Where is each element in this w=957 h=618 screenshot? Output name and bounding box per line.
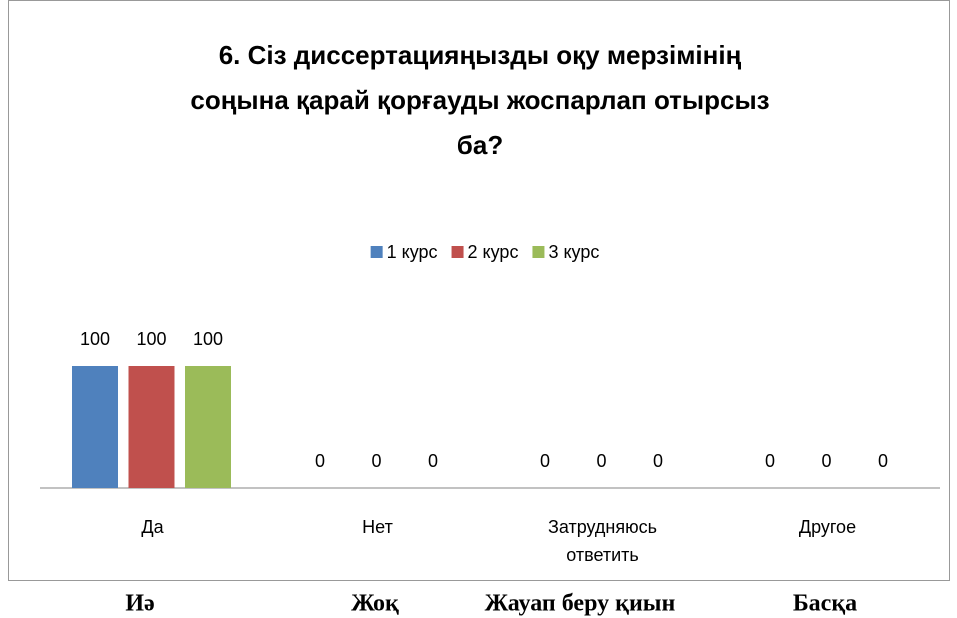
- x-tick-label: Нет: [362, 517, 393, 537]
- bar: [128, 366, 175, 488]
- chart-title: ба?: [457, 130, 503, 160]
- legend-item: 2 курс: [451, 242, 519, 262]
- x-tick-label: Затрудняюсь ответить: [548, 517, 657, 565]
- data-label: 100: [80, 329, 110, 349]
- data-label: 100: [136, 329, 166, 349]
- footer-label: Жоқ: [351, 591, 399, 617]
- data-label: 0: [596, 451, 606, 471]
- data-label: 0: [428, 451, 438, 471]
- legend-item: 3 курс: [532, 242, 599, 262]
- x-tick-label: Другое: [799, 517, 856, 537]
- legend-swatch: [532, 246, 545, 258]
- data-label: 0: [540, 451, 550, 471]
- chart-title: 6. Сіз диссертацияңызды оқу мерзімінің: [219, 40, 742, 70]
- legend-item: 1 курс: [370, 242, 438, 262]
- legend-swatch: [451, 246, 464, 258]
- data-label: 100: [193, 329, 223, 349]
- legend-label: 2 курс: [468, 242, 519, 262]
- x-tick-label: Да: [141, 517, 164, 537]
- data-label: 0: [653, 451, 663, 471]
- legend-label: 1 курс: [387, 242, 438, 262]
- bar: [72, 366, 118, 488]
- footer-label: Жауап беру қиын: [485, 591, 676, 617]
- legend-swatch: [370, 246, 383, 258]
- legend-label: 3 курс: [548, 242, 599, 262]
- data-label: 0: [315, 451, 325, 471]
- data-label: 0: [371, 451, 381, 471]
- bar: [185, 366, 231, 488]
- data-label: 0: [878, 451, 888, 471]
- footer-label: Иә: [125, 591, 154, 617]
- data-label: 0: [765, 451, 775, 471]
- chart-title: соңына қарай қорғауды жоспарлап отырсыз: [190, 85, 769, 115]
- data-label: 0: [821, 451, 831, 471]
- footer-label: Басқа: [793, 591, 857, 617]
